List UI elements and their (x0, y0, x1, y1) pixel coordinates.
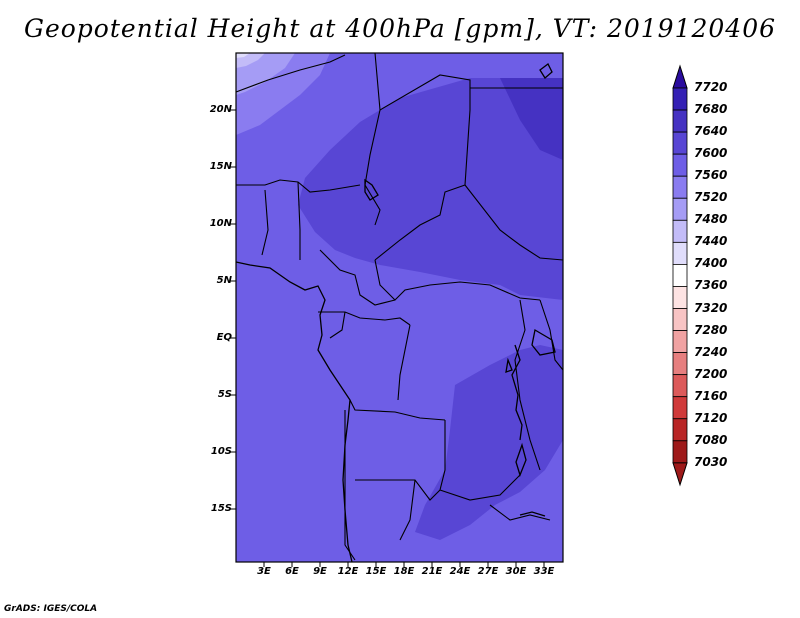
colorbar-swatch (672, 153, 688, 177)
colorbar-swatch (672, 440, 688, 464)
lon-label-12e: 12E (337, 566, 359, 577)
colorbar-swatch (672, 109, 688, 133)
colorbar-level-label: 7680 (694, 102, 728, 117)
colorbar-swatch (672, 131, 688, 155)
colorbar-swatch (672, 87, 688, 111)
colorbar-swatch (672, 175, 688, 199)
lon-label-15e: 15E (365, 566, 387, 577)
colorbar-level-label: 7160 (694, 388, 728, 403)
lat-label-eq: EQ (216, 332, 232, 343)
colorbar-swatch (672, 374, 688, 398)
coastlines (235, 63, 556, 563)
lat-ticks (230, 109, 236, 510)
lat-label-5n: 5N (216, 275, 232, 286)
colorbar-swatch (672, 197, 688, 221)
colorbar-level-label: 7030 (694, 454, 728, 469)
colorbar-lower-arrow (672, 462, 688, 487)
lon-ticks (263, 562, 545, 567)
lon-label-18e: 18E (393, 566, 415, 577)
lon-label-9e: 9E (313, 566, 327, 577)
colorbar-level-label: 7240 (694, 344, 728, 359)
low-height-band-4 (236, 53, 250, 58)
lon-label-33e: 33E (533, 566, 555, 577)
lon-label-3e: 3E (257, 566, 271, 577)
colorbar-level-label: 7200 (694, 366, 728, 381)
colorbar-level-label: 7640 (694, 124, 728, 139)
colorbar-level-label: 7400 (694, 256, 728, 271)
colorbar-level-label: 7080 (694, 432, 728, 447)
colorbar-swatch (672, 241, 688, 265)
lat-label-5s: 5S (217, 389, 232, 400)
map-frame (235, 52, 564, 563)
lon-label-6e: 6E (285, 566, 299, 577)
colorbar-swatch (672, 330, 688, 353)
colorbar-level-label: 7520 (694, 190, 728, 205)
colorbar-swatch (672, 418, 688, 442)
colorbar-swatch (672, 263, 688, 287)
colorbar-swatch (672, 308, 688, 331)
lat-label-10n: 10N (209, 218, 232, 229)
colorbar-level-label: 7440 (694, 234, 728, 249)
lat-label-20n: 20N (209, 104, 232, 115)
colorbar-upper-arrow (672, 64, 688, 89)
high-height-region (298, 78, 563, 300)
colorbar-swatch (672, 396, 688, 420)
colorbar-level-label: 7320 (694, 300, 728, 315)
lon-label-30e: 30E (505, 566, 527, 577)
colorbar-swatch (672, 352, 688, 376)
colorbar-swatch (672, 219, 688, 243)
lat-label-10s: 10S (210, 446, 232, 457)
colorbar-level-label: 7120 (694, 410, 728, 425)
colorbar-level-label: 7600 (694, 146, 728, 161)
lat-label-15s: 15S (210, 503, 232, 514)
colorbar-level-label: 7560 (694, 168, 728, 183)
chart-title: Geopotential Height at 400hPa [gpm], VT:… (23, 14, 777, 43)
colorbar-level-label: 7720 (694, 80, 728, 94)
lon-label-27e: 27E (477, 566, 499, 577)
lat-label-15n: 15N (209, 161, 232, 172)
colorbar-swatch (672, 286, 688, 309)
colorbar (672, 64, 688, 487)
colorbar-level-label: 7480 (694, 212, 728, 227)
colorbar-level-label: 7360 (694, 278, 728, 293)
high-height-region-south (415, 345, 563, 540)
lon-label-24e: 24E (449, 566, 471, 577)
colorbar-level-label: 7280 (694, 322, 728, 337)
high-height-region-ne (500, 78, 563, 160)
lon-label-21e: 21E (421, 566, 443, 577)
credit-text: GrADS: IGES/COLA (4, 604, 98, 614)
